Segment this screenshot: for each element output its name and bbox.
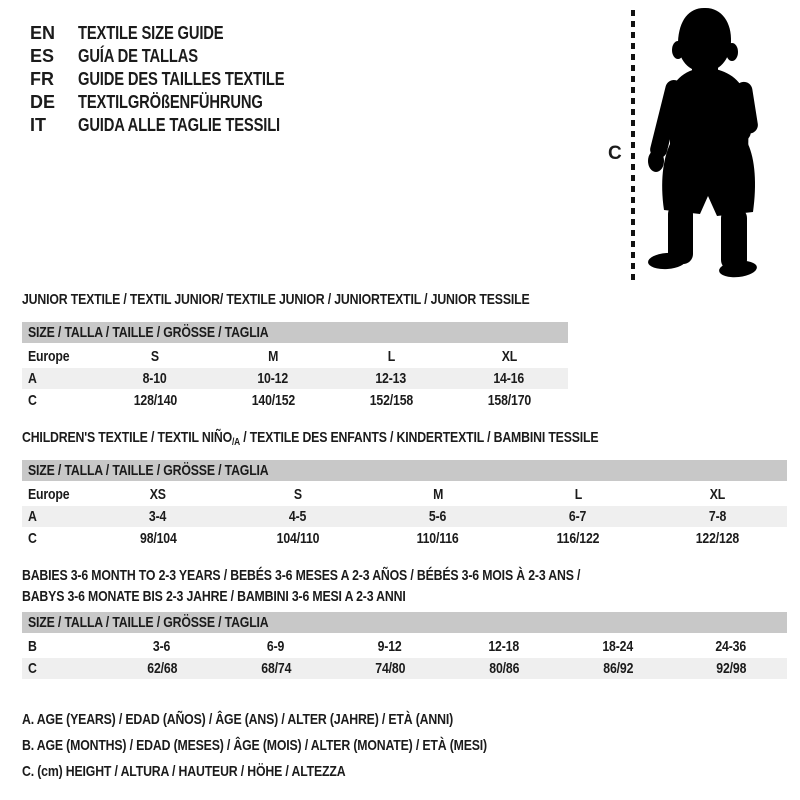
- size-cell: 74/80: [333, 658, 447, 680]
- row-label: A: [22, 506, 88, 528]
- lang-row-de: DE TEXTILGRÖßENFÜHRUNG: [30, 91, 330, 114]
- size-cell: 3-6: [105, 636, 219, 658]
- row-label: C: [22, 528, 88, 550]
- measure-c-label: C: [608, 143, 622, 164]
- junior-table-title: JUNIOR TEXTILE / TEXTIL JUNIOR/ TEXTILE …: [22, 291, 530, 308]
- table-row: B 3-6 6-9 9-12 12-18 18-24 24-36: [22, 636, 788, 658]
- lang-row-es: ES GUÍA DE TALLAS: [30, 45, 330, 68]
- row-label: Europe: [22, 346, 96, 368]
- lang-code: ES: [30, 46, 55, 66]
- language-title-list: EN TEXTILE SIZE GUIDE ES GUÍA DE TALLAS …: [30, 22, 330, 137]
- table-row: Europe S M L XL: [22, 346, 569, 368]
- size-cell: 7-8: [648, 506, 788, 528]
- size-cell: 62/68: [105, 658, 219, 680]
- junior-size-table: SIZE / TALLA / TAILLE / GRÖSSE / TAGLIA …: [22, 322, 569, 412]
- note-c: C. (cm) HEIGHT / ALTURA / HAUTEUR / HÖHE…: [22, 763, 346, 780]
- nino-a-subscript: /A: [231, 436, 241, 448]
- note-a: A. AGE (YEARS) / EDAD (AÑOS) / ÂGE (ANS)…: [22, 711, 454, 728]
- row-label: C: [22, 658, 105, 680]
- note-b: B. AGE (MONTHS) / EDAD (MESES) / ÂGE (MO…: [22, 737, 487, 754]
- lang-code: FR: [30, 69, 54, 89]
- table-row: C 98/104 104/110 110/116 116/122 122/128: [22, 528, 788, 550]
- lang-row-en: EN TEXTILE SIZE GUIDE: [30, 22, 330, 45]
- row-label: C: [22, 390, 96, 412]
- table-row: C 62/68 68/74 74/80 80/86 86/92 92/98: [22, 658, 788, 680]
- lang-code: DE: [30, 92, 56, 112]
- lang-title: GUÍA DE TALLAS: [78, 46, 198, 66]
- size-cell: XS: [88, 484, 228, 506]
- size-cell: 92/98: [675, 658, 788, 680]
- lang-title: TEXTILGRÖßENFÜHRUNG: [78, 92, 263, 112]
- table-row: A 3-4 4-5 5-6 6-7 7-8: [22, 506, 788, 528]
- size-header-bar: SIZE / TALLA / TAILLE / GRÖSSE / TAGLIA: [22, 460, 788, 484]
- size-header-bar: SIZE / TALLA / TAILLE / GRÖSSE / TAGLIA: [22, 322, 569, 346]
- size-cell: 4-5: [228, 506, 368, 528]
- lang-code: EN: [30, 23, 56, 43]
- size-header-bar: SIZE / TALLA / TAILLE / GRÖSSE / TAGLIA: [22, 612, 788, 636]
- size-cell: 18-24: [561, 636, 675, 658]
- size-cell: 98/104: [88, 528, 228, 550]
- size-cell: 140/152: [214, 390, 332, 412]
- size-cell: 86/92: [561, 658, 675, 680]
- lang-title: GUIDE DES TAILLES TEXTILE: [78, 69, 285, 89]
- size-cell: 5-6: [368, 506, 508, 528]
- lang-title: TEXTILE SIZE GUIDE: [78, 23, 224, 43]
- size-cell: 12-13: [332, 368, 450, 390]
- size-cell: 3-4: [88, 506, 228, 528]
- size-cell: 128/140: [96, 390, 214, 412]
- table-row: A 8-10 10-12 12-13 14-16: [22, 368, 569, 390]
- table-row: Europe XS S M L XL: [22, 484, 788, 506]
- size-cell: M: [214, 346, 332, 368]
- size-cell: 158/170: [450, 390, 569, 412]
- children-size-table: SIZE / TALLA / TAILLE / GRÖSSE / TAGLIA …: [22, 460, 788, 550]
- size-cell: L: [508, 484, 648, 506]
- size-cell: 116/122: [508, 528, 648, 550]
- size-cell: 68/74: [219, 658, 333, 680]
- size-cell: 122/128: [648, 528, 788, 550]
- lang-code: IT: [30, 115, 46, 135]
- size-cell: XL: [648, 484, 788, 506]
- lang-title: GUIDA ALLE TAGLIE TESSILI: [78, 115, 281, 135]
- size-cell: 80/86: [447, 658, 561, 680]
- measure-legend: A. AGE (YEARS) / EDAD (AÑOS) / ÂGE (ANS)…: [22, 707, 589, 785]
- lang-row-fr: FR GUIDE DES TAILLES TEXTILE: [30, 68, 330, 91]
- size-cell: XL: [450, 346, 569, 368]
- size-cell: 110/116: [368, 528, 508, 550]
- size-cell: 14-16: [450, 368, 569, 390]
- size-cell: 10-12: [214, 368, 332, 390]
- size-cell: 152/158: [332, 390, 450, 412]
- size-cell: S: [96, 346, 214, 368]
- toddler-silhouette-image: [648, 7, 758, 278]
- row-label: Europe: [22, 484, 88, 506]
- babies-table-title: BABIES 3-6 MONTH TO 2-3 YEARS / BEBÉS 3-…: [22, 567, 581, 605]
- size-cell: 9-12: [333, 636, 447, 658]
- row-label: A: [22, 368, 96, 390]
- height-measure-dashed-line: [631, 10, 635, 280]
- size-cell: M: [368, 484, 508, 506]
- table-row: C 128/140 140/152 152/158 158/170: [22, 390, 569, 412]
- size-cell: 12-18: [447, 636, 561, 658]
- size-cell: 104/110: [228, 528, 368, 550]
- size-cell: 8-10: [96, 368, 214, 390]
- size-cell: 6-9: [219, 636, 333, 658]
- babies-size-table: SIZE / TALLA / TAILLE / GRÖSSE / TAGLIA …: [22, 612, 788, 680]
- size-cell: 24-36: [675, 636, 788, 658]
- size-cell: 6-7: [508, 506, 648, 528]
- size-cell: L: [332, 346, 450, 368]
- children-table-title: CHILDREN'S TEXTILE / TEXTIL NIÑO/A / TEX…: [22, 429, 599, 448]
- row-label: B: [22, 636, 105, 658]
- lang-row-it: IT GUIDA ALLE TAGLIE TESSILI: [30, 114, 330, 137]
- size-cell: S: [228, 484, 368, 506]
